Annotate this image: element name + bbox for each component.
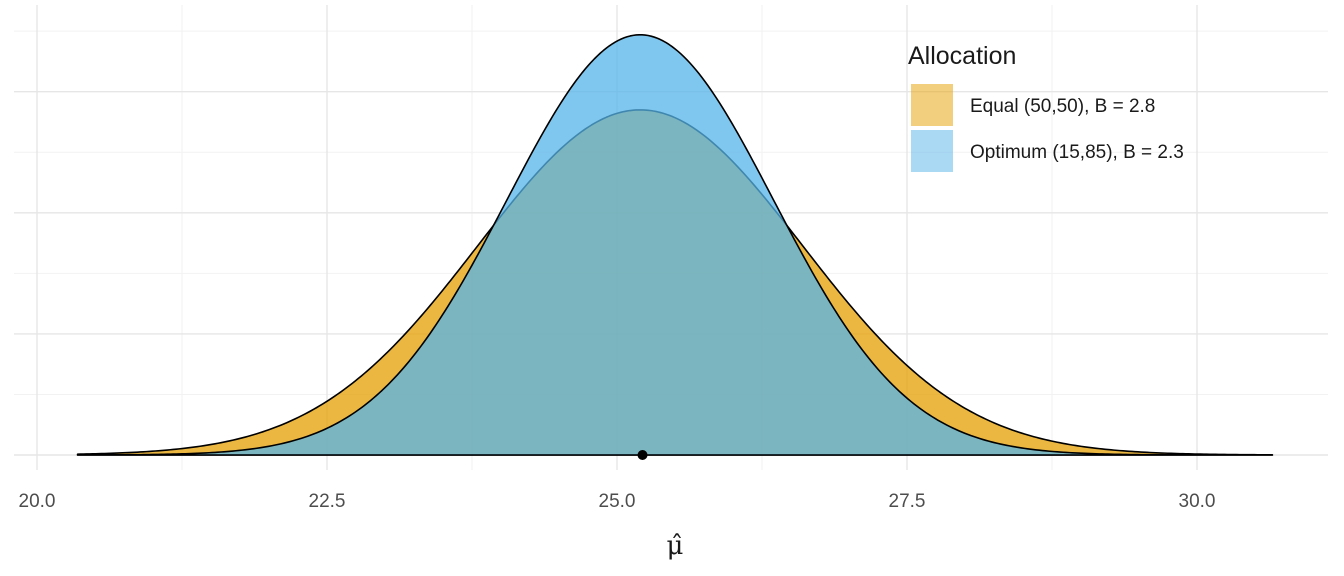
legend-key-1	[911, 84, 953, 126]
x-tick-label: 25.0	[599, 491, 636, 512]
legend-label-2: Optimum (15,85), B = 2.3	[970, 142, 1184, 163]
legend-key-2	[911, 130, 953, 172]
x-tick-label: 22.5	[309, 491, 346, 512]
legend: Allocation Equal (50,50), B = 2.8 Optimum…	[908, 42, 1184, 172]
density-areas	[76, 34, 1274, 460]
legend-entries: Equal (50,50), B = 2.8 Optimum (15,85), B…	[911, 84, 1184, 172]
x-tick-labels: 20.0 22.5 25.0 27.5 30.0	[19, 491, 1216, 512]
x-axis-title: μ̂	[667, 531, 684, 561]
mean-point	[637, 450, 648, 460]
legend-label-1: Equal (50,50), B = 2.8	[970, 96, 1155, 117]
x-tick-label: 30.0	[1179, 491, 1216, 512]
x-tick-label: 27.5	[889, 491, 926, 512]
density-area-2	[76, 34, 1274, 456]
x-tick-label: 20.0	[19, 491, 56, 512]
legend-title: Allocation	[908, 42, 1016, 70]
